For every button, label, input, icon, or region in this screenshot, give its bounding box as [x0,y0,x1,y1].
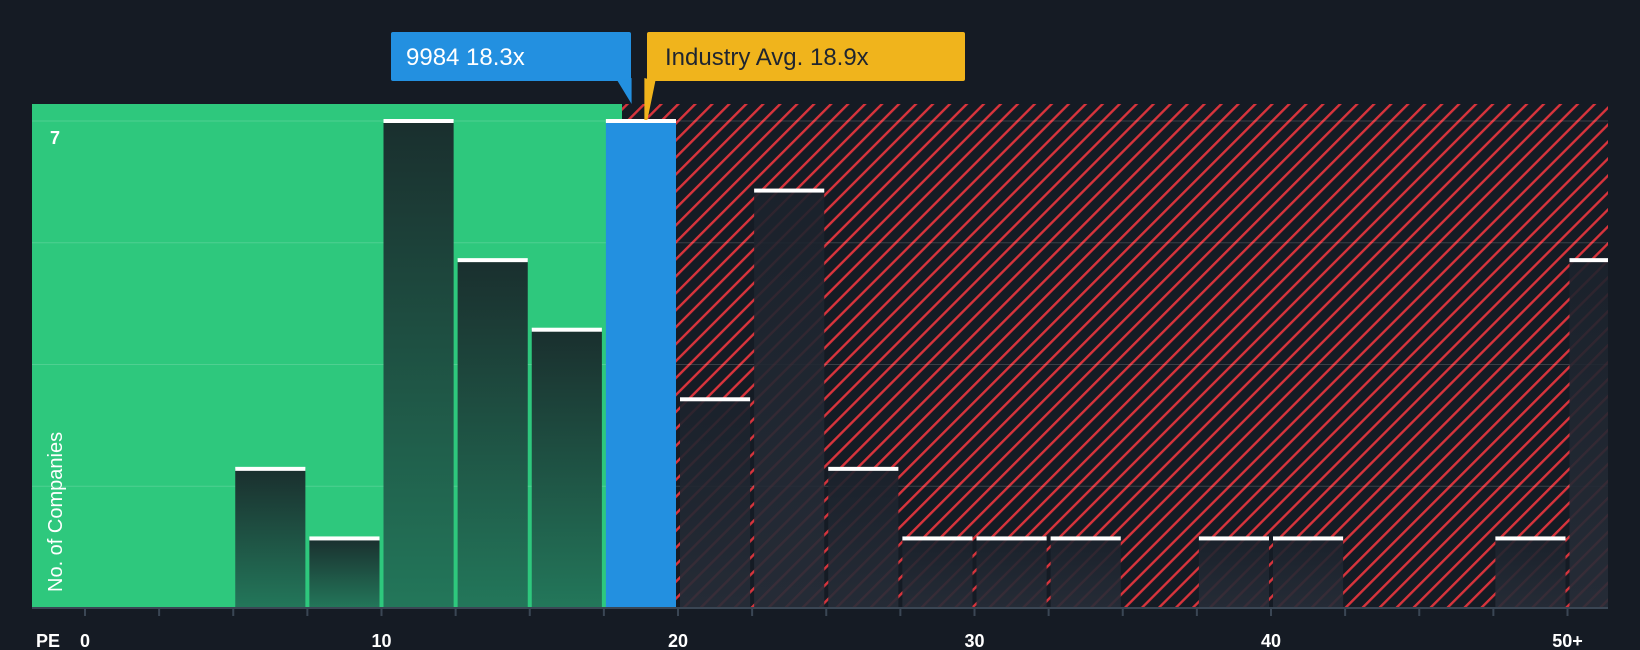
histogram-bar [309,538,380,608]
histogram-bar [976,538,1047,608]
histogram-bar [1273,538,1344,608]
bar-cap [976,536,1047,541]
bar-cap [1050,536,1121,541]
bar-cap [531,327,602,332]
histogram-bar [828,468,899,608]
x-tick-label: 0 [80,631,90,650]
bar-cap [828,466,899,471]
histogram-bar [680,399,751,608]
histogram-bar [902,538,973,608]
bar-cap [1569,258,1608,263]
bar-cap [605,119,676,123]
histogram-bar [531,329,602,608]
histogram-bars [235,119,1608,609]
histogram-bar [1198,538,1269,608]
bar-cap [902,536,973,541]
x-tick-label: 50+ [1552,631,1583,650]
y-axis-title: No. of Companies [45,432,67,592]
bar-cap [235,466,306,471]
bar-cap [309,536,380,541]
x-tick-label: 20 [668,631,688,650]
company-callout-box [391,32,631,81]
histogram-bar [235,468,306,608]
industry-callout-box [647,32,965,81]
histogram-bar [457,260,528,608]
x-axis-title: PE [36,631,60,650]
x-tick-label: 40 [1261,631,1281,650]
histogram-bar [1569,260,1608,608]
company-callout-pointer [617,78,632,104]
histogram-bar [1495,538,1566,608]
y-max-label: 7 [50,128,60,148]
industry-callout-pointer [644,78,656,120]
company-callout: 9984 18.3x [391,32,632,104]
industry-callout: Industry Avg. 18.9x [644,32,965,120]
industry-label: Industry Avg. 18.9x [665,44,869,71]
bar-cap [383,119,454,123]
histogram-bar [1050,538,1121,608]
x-tick-label: 10 [371,631,391,650]
histogram-bar [754,190,825,609]
histogram-bar [383,121,454,608]
bar-cap [680,397,751,402]
x-axis-ticks: 0 10 20 30 40 50+ [80,608,1583,650]
company-label: 9984 18.3x [406,44,525,71]
highlighted-bar [605,121,676,608]
bar-cap [754,188,825,193]
bar-cap [1495,536,1566,541]
bar-cap [457,258,528,263]
bar-cap [1273,536,1344,541]
bar-cap [1198,536,1269,541]
x-tick-label: 30 [964,631,984,650]
